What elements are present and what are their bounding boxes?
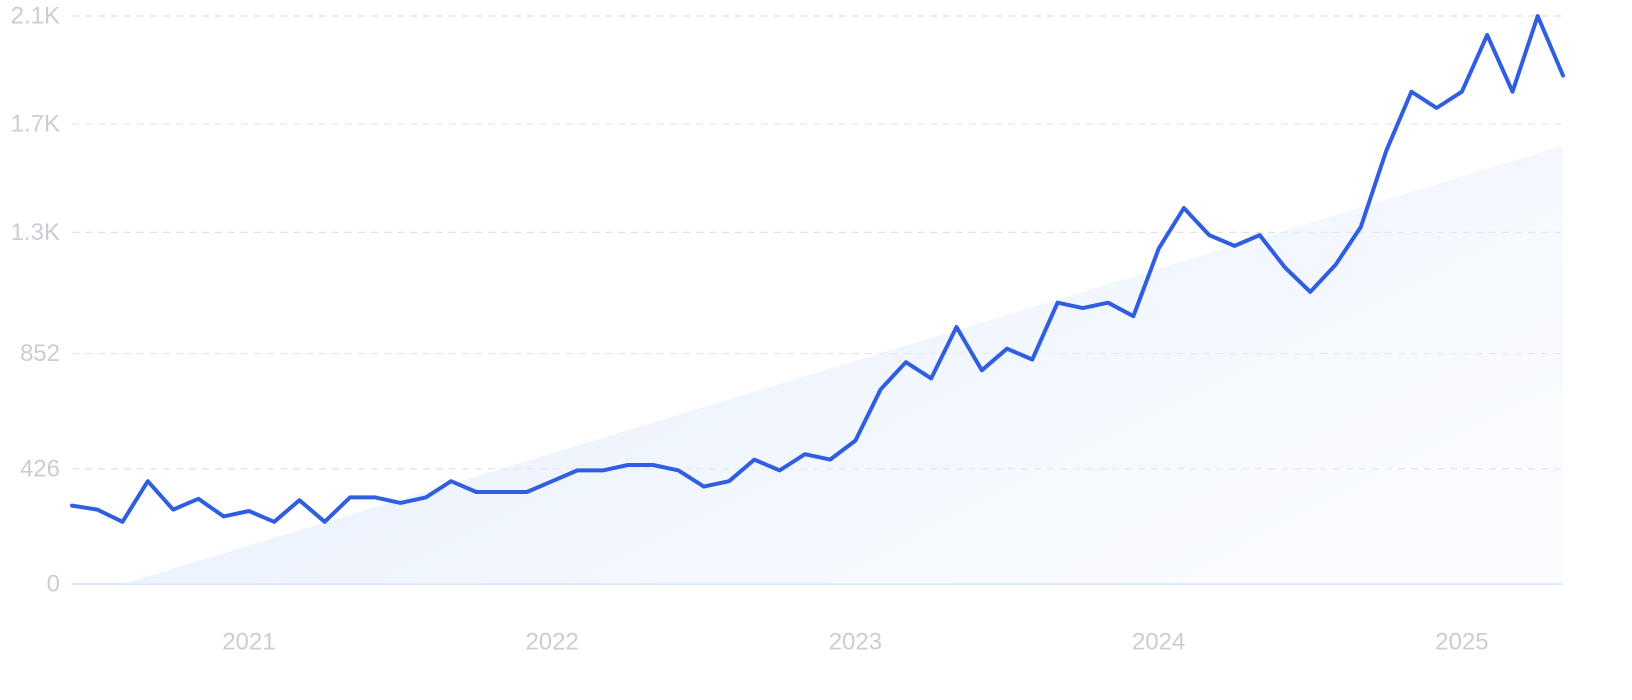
y-tick-label: 0 — [47, 571, 60, 598]
x-tick-label: 2023 — [829, 629, 882, 656]
series-layer — [70, 14, 1565, 524]
y-tick-label: 1.3K — [11, 219, 60, 246]
series-line — [70, 14, 1565, 524]
y-tick-label: 1.7K — [11, 111, 60, 138]
x-tick-label: 2024 — [1132, 629, 1185, 656]
x-axis-labels: 2021 2022 2023 2024 2025 — [222, 629, 1488, 656]
x-tick-label: 2025 — [1435, 629, 1488, 656]
x-tick-label: 2022 — [525, 629, 578, 656]
y-tick-label: 426 — [20, 455, 60, 482]
y-axis-labels: 0 426 852 1.3K 1.7K 2.1K — [11, 3, 60, 598]
y-tick-label: 852 — [20, 340, 60, 367]
trend-area — [122, 145, 1564, 585]
x-tick-label: 2021 — [222, 629, 275, 656]
y-tick-label: 2.1K — [11, 3, 60, 30]
trend-area-shape — [122, 145, 1564, 585]
